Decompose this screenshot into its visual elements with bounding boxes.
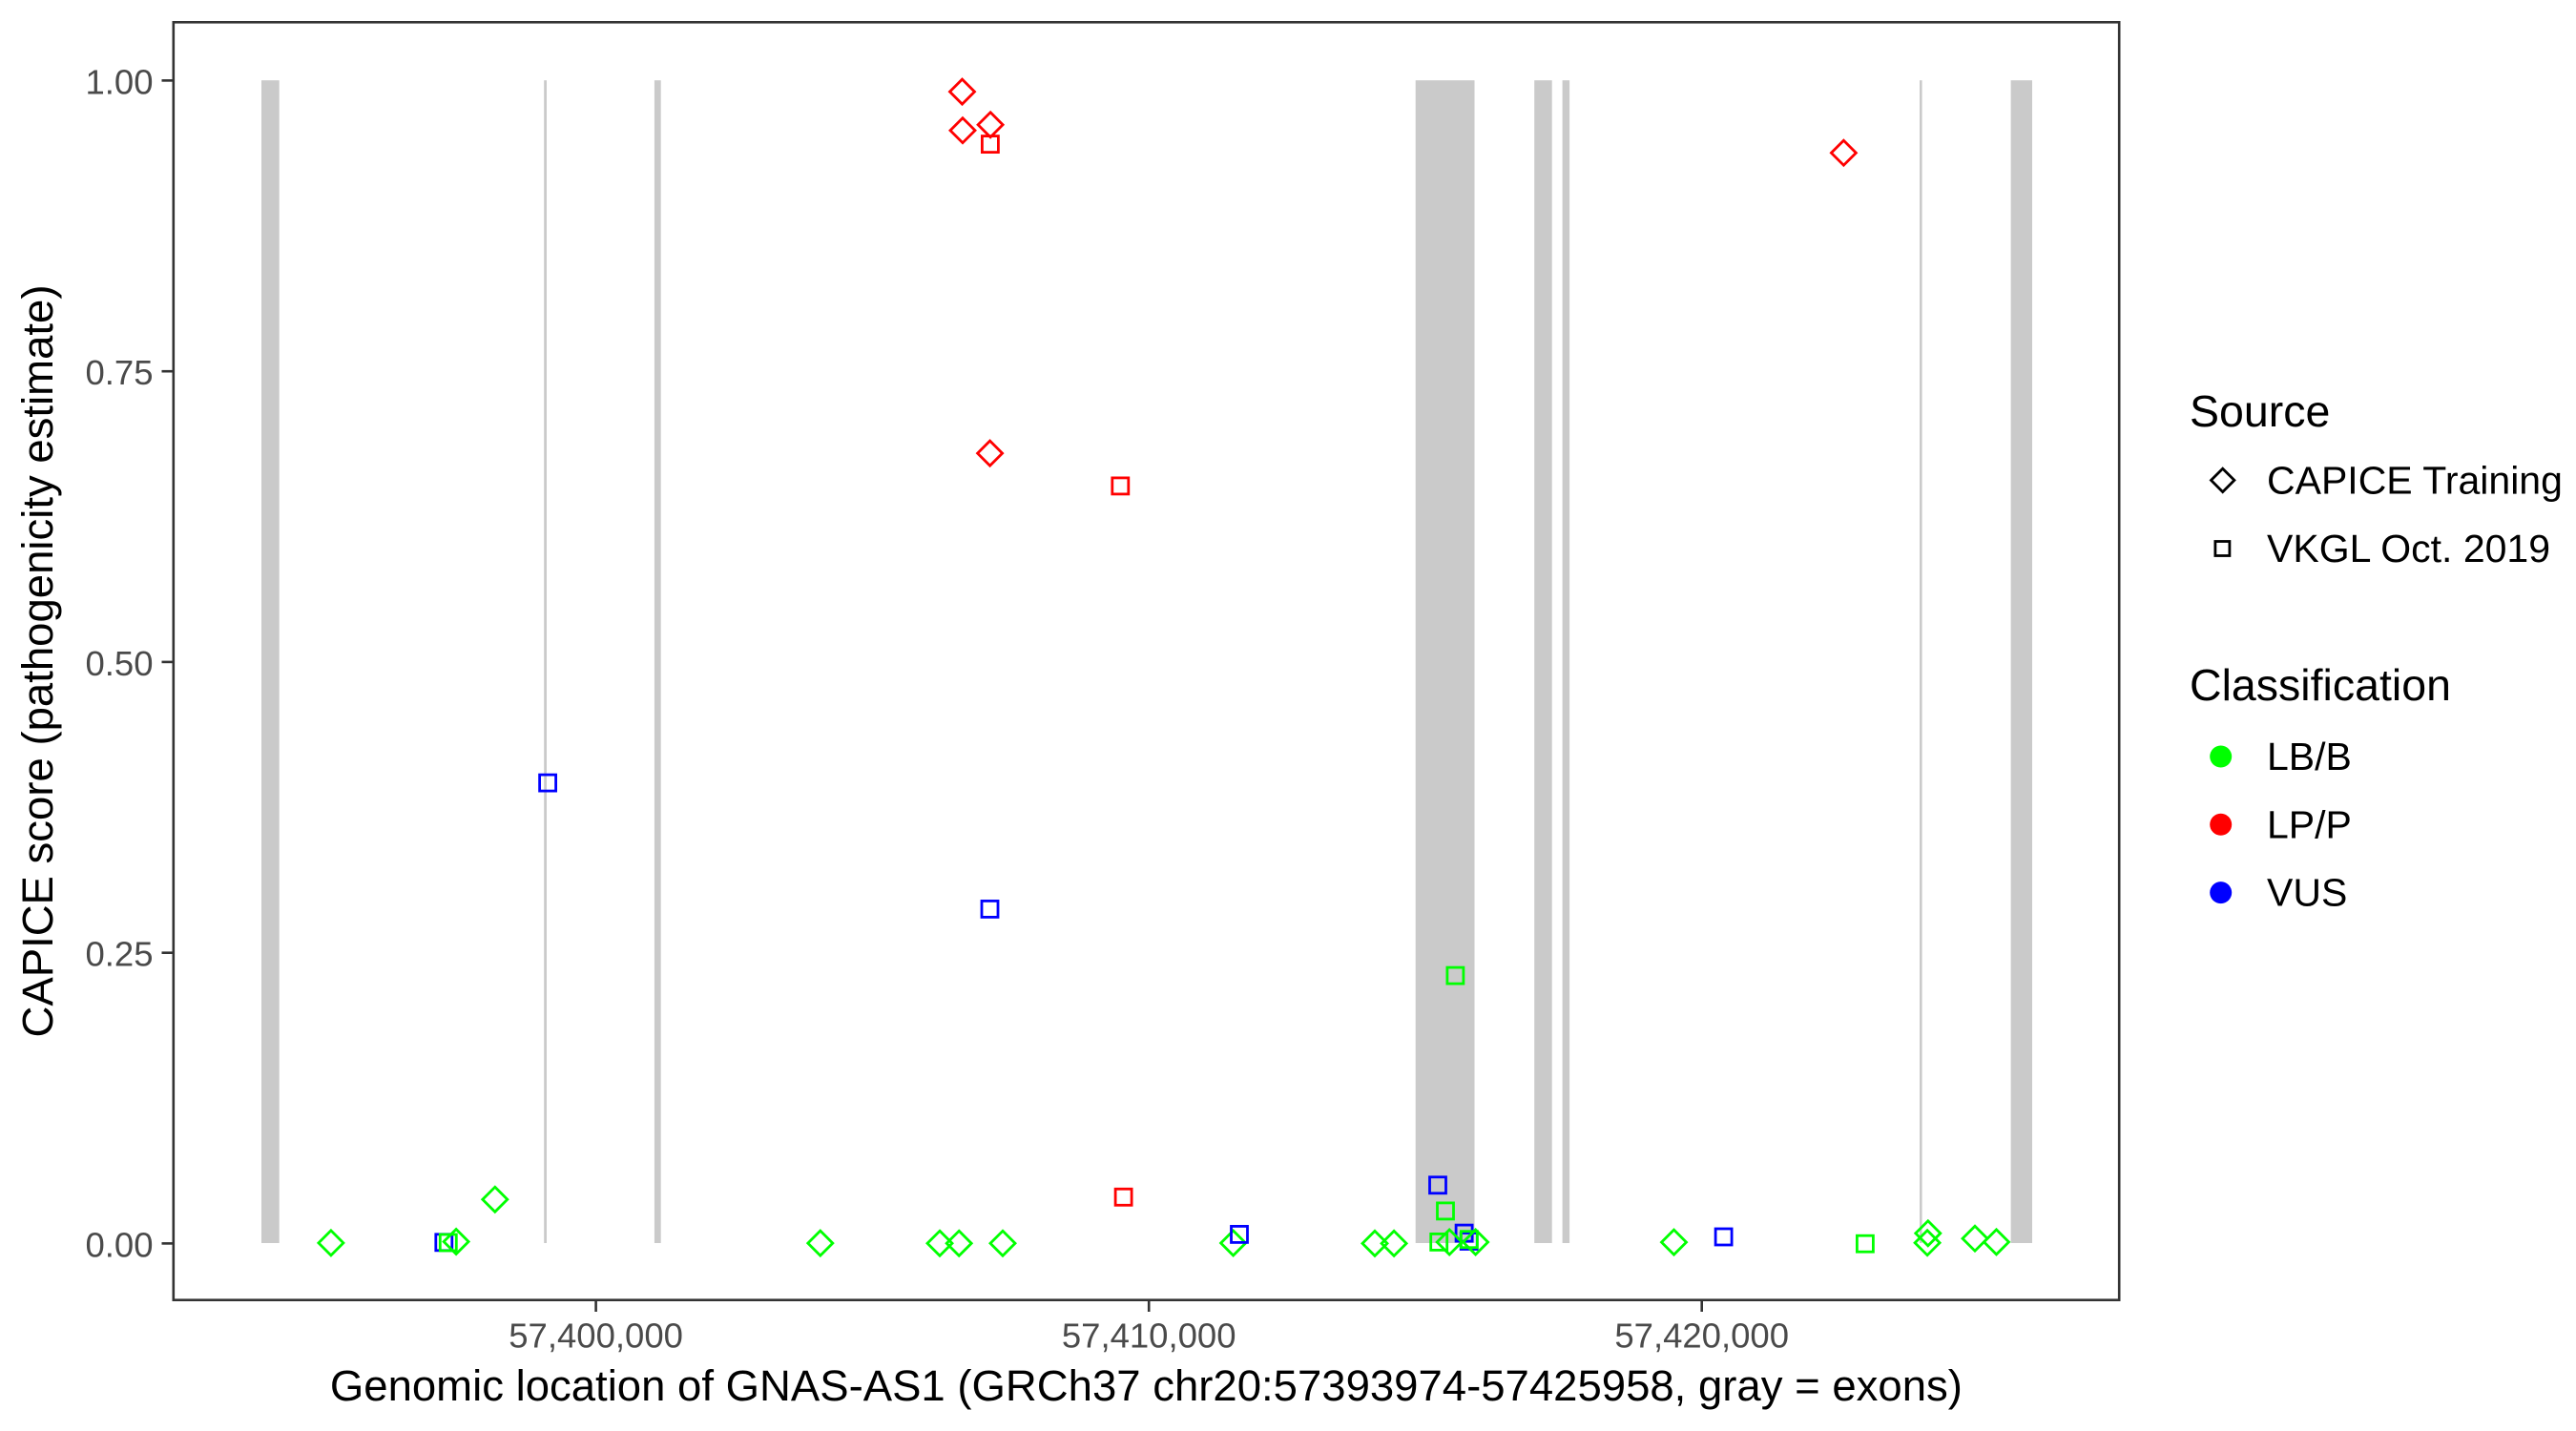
- svg-text:57,400,000: 57,400,000: [509, 1317, 683, 1356]
- svg-text:CAPICE score (pathogenicity es: CAPICE score (pathogenicity estimate): [13, 285, 62, 1038]
- svg-text:VKGL Oct. 2019: VKGL Oct. 2019: [2267, 527, 2550, 570]
- svg-text:0.00: 0.00: [85, 1225, 153, 1264]
- svg-text:0.50: 0.50: [85, 644, 153, 683]
- svg-text:LP/P: LP/P: [2267, 802, 2352, 846]
- svg-text:57,420,000: 57,420,000: [1614, 1317, 1789, 1356]
- svg-text:1.00: 1.00: [85, 62, 153, 101]
- svg-text:0.25: 0.25: [85, 935, 153, 974]
- svg-text:LB/B: LB/B: [2267, 735, 2352, 778]
- svg-text:Source: Source: [2190, 386, 2330, 436]
- svg-text:57,410,000: 57,410,000: [1062, 1317, 1236, 1356]
- svg-text:Classification: Classification: [2190, 660, 2451, 710]
- svg-text:VUS: VUS: [2267, 871, 2347, 915]
- svg-text:Genomic location of GNAS-AS1 (: Genomic location of GNAS-AS1 (GRCh37 chr…: [330, 1361, 1963, 1410]
- svg-text:0.75: 0.75: [85, 353, 153, 392]
- svg-text:CAPICE Training: CAPICE Training: [2267, 459, 2563, 503]
